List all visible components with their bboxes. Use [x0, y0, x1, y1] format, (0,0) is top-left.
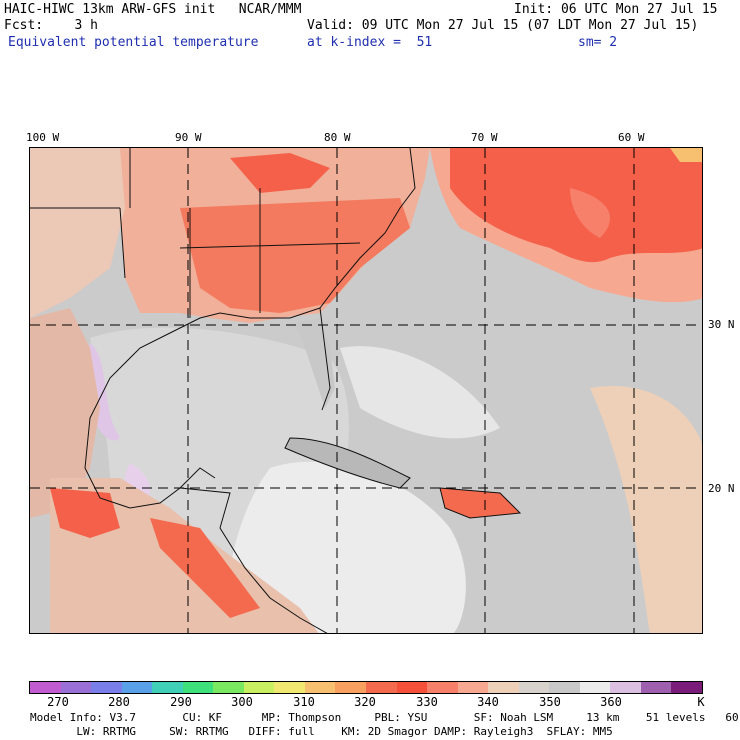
colorbar-swatch [396, 682, 428, 693]
colorbar-label-350: 350 [539, 695, 561, 709]
colorbar-swatch [518, 682, 550, 693]
colorbar-swatch [671, 682, 703, 693]
valid-time: Valid: 09 UTC Mon 27 Jul 15 (07 LDT Mon … [307, 18, 699, 33]
ohio-valley-hot [230, 153, 330, 193]
colorbar-swatch [549, 682, 580, 693]
lon-label-70w: 70 W [471, 131, 498, 144]
lat-label-20n: 20 N [708, 482, 735, 495]
coastlines [30, 148, 522, 633]
colorbar-swatch [274, 682, 305, 693]
lat-label-30n: 30 N [708, 318, 735, 331]
colorbar [29, 681, 703, 694]
colorbar-swatch [640, 682, 672, 693]
colorbar-swatch [610, 682, 641, 693]
central-america-hot [150, 518, 260, 618]
colorbar-swatch [121, 682, 153, 693]
colorbar-swatch [335, 682, 367, 693]
footer-model-info: Model Info: V3.7 CU: KF MP: Thompson PBL… [30, 711, 740, 724]
florida-peninsula [295, 318, 335, 408]
lon-label-100w: 100 W [26, 131, 60, 144]
graticule [30, 148, 702, 633]
caribbean-white [227, 461, 466, 633]
colorbar-label-290: 290 [170, 695, 192, 709]
colorbar-swatch [60, 682, 92, 693]
atlantic-light [340, 346, 500, 439]
lon-label-90w: 90 W [175, 131, 202, 144]
colorbar-swatch [182, 682, 214, 693]
field-name: Equivalent potential temperature [8, 35, 259, 50]
hispaniola-hot [440, 488, 520, 518]
colorbar-label-310: 310 [293, 695, 315, 709]
colorbar-label-320: 320 [354, 695, 376, 709]
colorbar-swatch [213, 682, 244, 693]
colorbar-label-360: 360 [600, 695, 622, 709]
level-index: at k-index = 51 [307, 35, 433, 50]
map-panel [29, 147, 703, 634]
colorbar-swatch [30, 682, 61, 693]
forecast-hour: Fcst: 3 h [4, 18, 98, 33]
plains-warm [30, 148, 125, 318]
model-title: HAIC-HIWC 13km ARW-GFS init NCAR/MMM [4, 2, 302, 17]
colorbar-swatch [243, 682, 275, 693]
colorbar-swatch [579, 682, 611, 693]
colorbar-swatch [366, 682, 397, 693]
colorbar-swatch [91, 682, 122, 693]
colorbar-label-340: 340 [477, 695, 499, 709]
mexico-west [30, 308, 100, 518]
theta-e-field-map [30, 148, 702, 633]
colorbar-unit: K [697, 695, 705, 709]
colorbar-swatch [152, 682, 183, 693]
colorbar-swatch [304, 682, 336, 693]
footer-physics-info: LW: RRTMG SW: RRTMG DIFF: full KM: 2D Sm… [30, 725, 613, 738]
atlantic-swirl [570, 188, 610, 238]
east-atlantic-tan [590, 386, 702, 633]
colorbar-label-280: 280 [108, 695, 130, 709]
colorbar-label-300: 300 [231, 695, 253, 709]
southeast-us-hot [180, 198, 410, 313]
colorbar-swatch [457, 682, 489, 693]
colorbar-swatch [427, 682, 458, 693]
init-time: Init: 06 UTC Mon 27 Jul 15 [514, 2, 718, 17]
veracruz-hot [50, 488, 120, 538]
colorbar-swatch [488, 682, 519, 693]
colorbar-label-330: 330 [416, 695, 438, 709]
cuba-island [285, 438, 410, 488]
atlantic-max [670, 148, 702, 162]
lon-label-60w: 60 W [618, 131, 645, 144]
smoothing-label: sm= 2 [578, 35, 618, 50]
colorbar-label-270: 270 [47, 695, 69, 709]
lon-label-80w: 80 W [324, 131, 351, 144]
